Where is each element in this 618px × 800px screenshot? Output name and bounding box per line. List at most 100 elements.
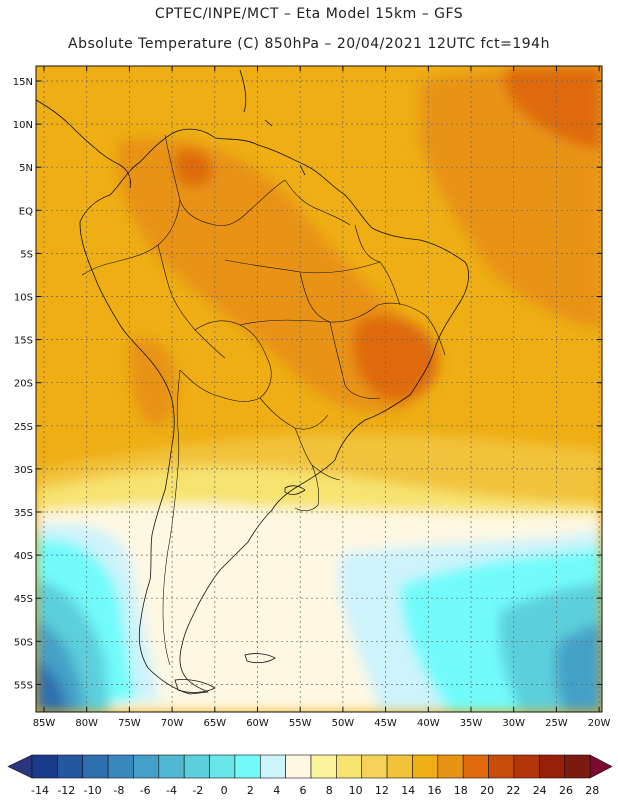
colorbar-label: 16	[428, 784, 442, 797]
field-orange-warm-core	[117, 138, 431, 413]
colorbar-swatch	[538, 754, 565, 779]
lon-label: 80W	[75, 718, 98, 729]
lat-label: 5N	[19, 163, 33, 174]
colorbar-swatch	[158, 754, 185, 779]
colorbar-swatch	[183, 754, 210, 779]
border-chile-argentina	[162, 369, 181, 666]
colorbar-label: 20	[480, 784, 494, 797]
colorbar-swatch	[31, 754, 58, 779]
caribbean-islands	[239, 69, 306, 176]
colorbar-label: 26	[559, 784, 573, 797]
lon-label: 50W	[332, 718, 355, 729]
colorbar-swatch	[133, 754, 160, 779]
colorbar: -14 -12 -10 -8 -6 -4 -2 0 2 4 6 8 10 12 14 16 18 20 22 24 26…	[7, 754, 613, 797]
colorbar-label: 4	[273, 784, 280, 797]
lon-label: 65W	[203, 718, 226, 729]
colorbar-label: -4	[166, 784, 177, 797]
colorbar-label: -8	[113, 784, 124, 797]
border-peru-brazil	[157, 244, 226, 359]
border-brazil-states-3	[329, 321, 381, 399]
lon-label: 70W	[161, 718, 184, 729]
colorbar-label: 6	[300, 784, 307, 797]
lat-label: 35S	[14, 508, 33, 519]
colorbar-swatch	[285, 754, 312, 779]
map-title: CPTEC/INPE/MCT – Eta Model 15km – GFS	[154, 6, 464, 22]
colorbar-swatch	[234, 754, 261, 779]
lat-label: 30S	[14, 465, 33, 476]
colorbar-label: 10	[349, 784, 363, 797]
colorbar-label: -10	[84, 784, 102, 797]
colorbar-swatch	[209, 754, 236, 779]
border-guianas	[284, 179, 351, 226]
colorbar-label: 14	[401, 784, 415, 797]
colorbar-label: 0	[221, 784, 228, 797]
colorbar-swatch	[310, 754, 337, 779]
border-bolivia	[179, 320, 272, 402]
colorbar-label: 24	[533, 784, 547, 797]
colorbar-under-arrow	[7, 754, 33, 779]
tierra-del-fuego	[174, 679, 216, 693]
border-brazil-states-7	[354, 224, 381, 263]
field-deep-orange-southeast	[353, 316, 439, 401]
lat-label: 10N	[13, 120, 33, 131]
colorbar-swatch	[462, 754, 489, 779]
lon-label: 60W	[246, 718, 269, 729]
colorbar-swatch	[488, 754, 515, 779]
lon-label: 45W	[374, 718, 397, 729]
lat-label: 55S	[14, 680, 33, 691]
border-colombia-ecuador-peru	[81, 199, 181, 276]
lon-label: 55W	[289, 718, 312, 729]
colorbar-label: 12	[375, 784, 389, 797]
lon-label: 35W	[460, 718, 483, 729]
lat-label: 15N	[13, 77, 33, 88]
lat-label: 50S	[14, 637, 33, 648]
colorbar-label: -6	[140, 784, 151, 797]
lat-label: 10S	[14, 293, 33, 304]
lagoa-dos-patos	[284, 485, 306, 495]
field-deep-orange-northeast	[504, 66, 602, 150]
graticule	[36, 66, 602, 712]
colorbar-label: -14	[31, 784, 49, 797]
field-deep-orange-caribbean	[174, 149, 213, 187]
colorbar-label: -12	[57, 784, 75, 797]
colorbar-swatch	[57, 754, 84, 779]
colorbar-swatch	[361, 754, 388, 779]
central-america-outline	[36, 99, 131, 189]
lat-label: 15S	[14, 336, 33, 347]
colorbar-label: -2	[192, 784, 203, 797]
colorbar-over-arrow	[589, 754, 613, 779]
field-cyan-band	[36, 539, 602, 712]
border-uruguay	[294, 464, 320, 511]
lon-label: 30W	[502, 718, 525, 729]
colorbar-swatch	[259, 754, 286, 779]
colorbar-swatch	[336, 754, 363, 779]
border-brazil-states-4	[377, 302, 446, 356]
lat-label: 20S	[14, 379, 33, 390]
border-brazil-states-6	[379, 261, 401, 306]
colorbar-label: 2	[247, 784, 254, 797]
lon-label: 40W	[417, 718, 440, 729]
lat-label: 25S	[14, 422, 33, 433]
colorbar-label: 28	[585, 784, 599, 797]
colorbar-swatch	[107, 754, 134, 779]
lon-label: 85W	[33, 718, 56, 729]
field-orange-andes	[129, 338, 177, 426]
axis-ticks: 15N 10N 5N EQ 5S 10S 15S 20S 25S 30S 35S 40S 45S 50S 5…	[13, 66, 611, 729]
map-frame	[35, 65, 603, 713]
border-brazil-states-5	[299, 271, 331, 323]
lat-label: 45S	[14, 594, 33, 605]
lat-label: 40S	[14, 551, 33, 562]
lon-label: 20W	[588, 718, 611, 729]
lat-label: 5S	[20, 249, 33, 260]
colorbar-swatch	[82, 754, 109, 779]
colorbar-swatch	[513, 754, 540, 779]
temperature-field	[36, 66, 602, 712]
lon-label: 75W	[118, 718, 141, 729]
colorbar-swatch	[437, 754, 464, 779]
colorbar-swatch	[412, 754, 439, 779]
border-colombia-venezuela	[164, 134, 286, 226]
falkland-islands	[244, 653, 276, 664]
colorbar-label: 8	[326, 784, 333, 797]
field-aqua-band	[36, 580, 602, 712]
